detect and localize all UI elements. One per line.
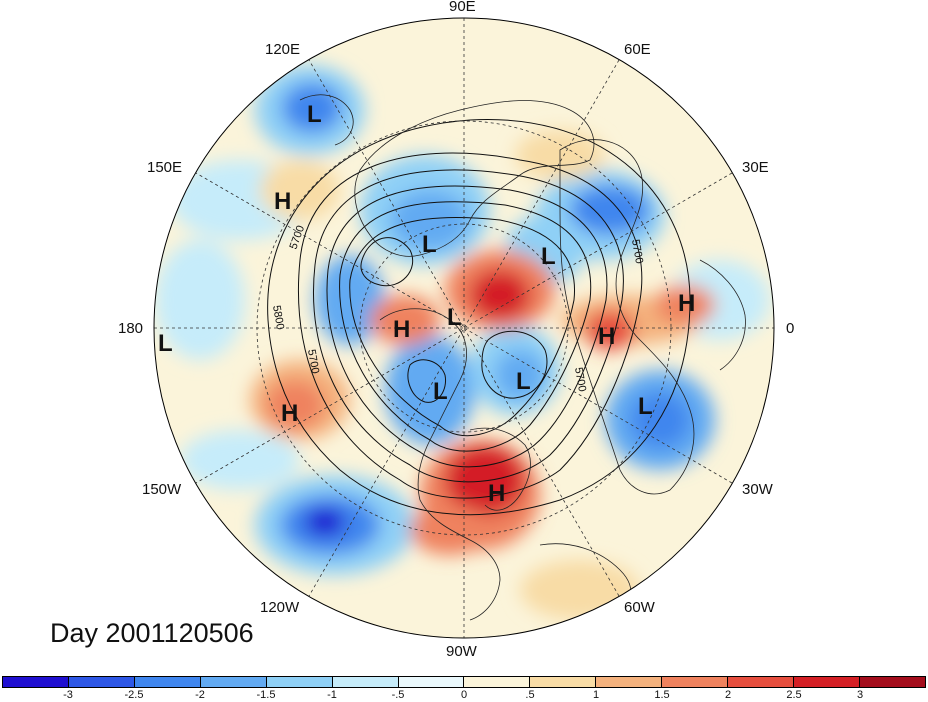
low-pressure-marker: L [516,368,531,395]
high-pressure-marker: H [678,290,696,317]
colorbar-swatch [68,677,135,687]
colorbar-swatch [662,677,729,687]
contour-label: 5700 [305,348,321,374]
low-pressure-marker: L [447,304,462,331]
colorbar-swatch [464,677,531,687]
colorbar-swatch [398,677,465,687]
contour-label: 5700 [572,366,588,392]
low-pressure-marker: L [638,393,653,420]
high-pressure-marker: H [488,480,506,507]
colorbar-tick-label: -2.5 [124,689,144,701]
lon-label-120w: 120W [260,599,300,616]
colorbar-tick-label: -2 [195,689,205,701]
colorbar-tick-label: -.5 [391,689,405,701]
colorbar-tick-label: 3 [856,689,864,701]
graticule [154,18,774,638]
contour-label: 5800 [270,304,286,330]
colorbar-swatch [266,677,333,687]
colorbar-swatch [200,677,267,687]
map-boundary [153,17,775,639]
colorbar-tick-label: 0 [460,689,468,701]
colorbar-tick-label: 2 [724,689,732,701]
high-pressure-marker: H [281,400,299,427]
colorbar-tick-label: 1 [592,689,600,701]
high-pressure-marker: H [598,323,616,350]
lon-label-60w: 60W [624,599,655,616]
colorbar-swatch [134,677,201,687]
colorbar-tick-label: -3 [63,689,73,701]
geopotential-contours [267,119,691,516]
colorbar-swatch [728,677,795,687]
colorbar [2,676,926,688]
polar-map: 5700 5800 5700 5700 5700 [153,17,775,639]
colorbar-tick-label: -1 [327,689,337,701]
lon-label-120e: 120E [265,41,301,58]
colorbar-swatch [530,677,597,687]
colorbar-tick-label: .5 [525,689,535,701]
colorbar-tick-label: 2.5 [786,689,802,701]
lon-label-90w: 90W [446,643,477,660]
colorbar-tick-label: -1.5 [256,689,276,701]
low-pressure-marker: L [541,243,556,270]
colorbar-swatch [3,677,69,687]
contour-label: 5700 [629,238,645,264]
continent-outlines [299,94,746,621]
colorbar-tick-label: 1.5 [654,689,670,701]
lon-label-60e: 60E [624,41,651,58]
colorbar-swatch [332,677,399,687]
lon-label-150e: 150E [147,159,183,176]
lon-label-0: 0 [786,320,795,337]
low-pressure-marker: L [307,101,322,128]
colorbar-swatch [794,677,860,687]
colorbar-swatch [859,677,925,687]
day-label: Day 2001120506 [50,618,254,648]
lon-label-150w: 150W [142,481,182,498]
high-pressure-marker: H [274,188,292,215]
lon-label-30e: 30E [742,159,769,176]
low-pressure-marker: L [433,378,448,405]
lon-label-180: 180 [118,320,144,337]
low-pressure-marker: L [158,330,173,357]
colorbar-swatch [596,677,663,687]
lon-label-30w: 30W [742,481,773,498]
low-pressure-marker: L [422,231,437,258]
high-pressure-marker: H [393,316,411,343]
lon-label-90e: 90E [449,0,476,15]
anomaly-field [154,18,774,638]
